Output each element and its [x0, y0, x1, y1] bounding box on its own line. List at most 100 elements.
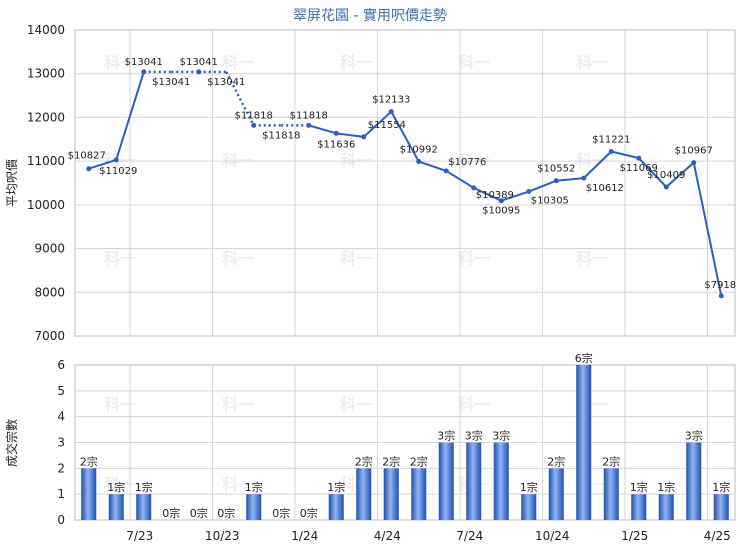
line-y-tick-label: 14000: [27, 23, 65, 37]
series-point: [498, 198, 504, 204]
point-data-label: $13041: [207, 77, 245, 88]
x-tick-label: 7/24: [456, 529, 483, 543]
series-point: [636, 155, 642, 161]
series-point: [388, 109, 394, 115]
bar-data-label: 2宗: [382, 454, 400, 468]
bar-data-label: 3宗: [437, 429, 455, 443]
bar: [383, 468, 399, 520]
point-data-label: $10612: [586, 183, 624, 194]
line-panel: 7000800090001000011000120001300014000科一科…: [27, 23, 736, 343]
point-data-label: $7918: [704, 280, 736, 291]
bar-y-tick-label: 1: [57, 487, 65, 501]
series-line-segment: [665, 161, 695, 188]
bar-data-label: 2宗: [602, 454, 620, 468]
series-point: [113, 157, 119, 163]
bar-data-label: 1宗: [245, 480, 263, 494]
series-point: [361, 134, 367, 140]
watermark-text: 科一: [222, 151, 254, 170]
bar: [136, 494, 152, 520]
bar-data-label: 1宗: [657, 480, 675, 494]
bar-y-tick-label: 2: [57, 461, 65, 475]
bar: [81, 468, 97, 520]
series-line-segment: [583, 150, 612, 179]
point-data-label: $12133: [372, 95, 410, 106]
point-data-label: $10992: [400, 144, 438, 155]
line-y-tick-label: 13000: [27, 67, 65, 81]
point-data-label: $10095: [482, 206, 520, 217]
watermark-text: 科一: [576, 151, 608, 170]
bar: [438, 442, 454, 520]
bar: [713, 494, 729, 520]
bar-y-tick-label: 6: [57, 358, 65, 372]
series-point: [86, 166, 92, 172]
point-data-label: $11029: [99, 166, 137, 177]
point-data-label: $10827: [68, 151, 106, 162]
bar-y-tick-label: 5: [57, 384, 65, 398]
series-line-segment: [225, 71, 255, 126]
point-data-label: $13041: [180, 57, 218, 68]
series-line-segment: [88, 158, 117, 170]
series-line-segment: [336, 132, 364, 138]
bar: [521, 494, 537, 520]
series-line-segment: [308, 124, 337, 135]
bar-panel: 0123456科一科一科一科一科一科一科一科一科一科一2宗1宗1宗0宗0宗0宗1…: [57, 351, 736, 543]
bar-data-label: 3宗: [685, 429, 703, 443]
x-tick-label: 1/24: [291, 529, 318, 543]
bar-y-tick-label: 0: [57, 513, 65, 527]
x-tick-label: 4/25: [704, 529, 731, 543]
point-data-label: $11818: [235, 110, 273, 121]
series-line-segment: [638, 157, 667, 188]
x-tick-label: 4/24: [374, 529, 401, 543]
line-y-tick-label: 10000: [27, 198, 65, 212]
point-data-label: $10389: [476, 190, 514, 201]
point-data-label: $11221: [592, 134, 630, 145]
watermark-text: 科一: [340, 395, 372, 414]
watermark-text: 科一: [458, 395, 490, 414]
series-line-segment: [556, 177, 584, 182]
x-tick-label: 7/23: [126, 529, 153, 543]
bar-y-tick-label: 4: [57, 410, 65, 424]
bar-data-label: 3宗: [492, 429, 510, 443]
bar-data-label: 1宗: [712, 480, 730, 494]
watermark-text: 科一: [458, 151, 490, 170]
series-line-segment: [418, 160, 447, 172]
line-y-tick-label: 7000: [34, 329, 65, 343]
bar-data-label: 3宗: [465, 429, 483, 443]
watermark-text: 科一: [104, 395, 136, 414]
series-line-segment: [445, 170, 475, 189]
bar-data-label: 1宗: [630, 480, 648, 494]
series-point: [141, 69, 147, 75]
point-data-label: $11818: [262, 130, 300, 141]
point-data-label: $11069: [620, 163, 658, 174]
bar-y-axis-label: 成交宗數: [4, 419, 19, 467]
chart-title: 翠屏花園 - 實用呎價走勢: [293, 7, 447, 24]
series-point: [581, 175, 587, 181]
point-data-label: $10305: [531, 196, 569, 207]
bar: [658, 494, 674, 520]
watermark-text: 科一: [576, 53, 608, 72]
watermark-text: 科一: [222, 475, 254, 494]
watermark-text: 科一: [104, 249, 136, 268]
watermark-text: 科一: [104, 53, 136, 72]
bar: [686, 442, 702, 520]
point-data-label: $10552: [537, 164, 575, 175]
series-point: [718, 293, 724, 299]
series-line-segment: [363, 110, 392, 138]
point-data-label: $11636: [317, 139, 355, 150]
bar-data-label: 1宗: [327, 480, 345, 494]
point-data-label: $10776: [448, 157, 486, 168]
bar: [246, 494, 262, 520]
bar: [411, 468, 427, 520]
line-y-tick-label: 9000: [34, 242, 65, 256]
line-plot-frame: [74, 29, 736, 337]
series-line-segment: [500, 190, 530, 202]
bar: [631, 494, 647, 520]
watermark-text: 科一: [104, 475, 136, 494]
point-data-label: $11554: [368, 120, 406, 131]
series-point: [416, 158, 422, 164]
point-data-label: $10409: [647, 170, 685, 181]
watermark-text: 科一: [222, 53, 254, 72]
point-data-label: $10967: [675, 146, 713, 157]
line-y-tick-label: 12000: [27, 110, 65, 124]
bar: [603, 468, 619, 520]
